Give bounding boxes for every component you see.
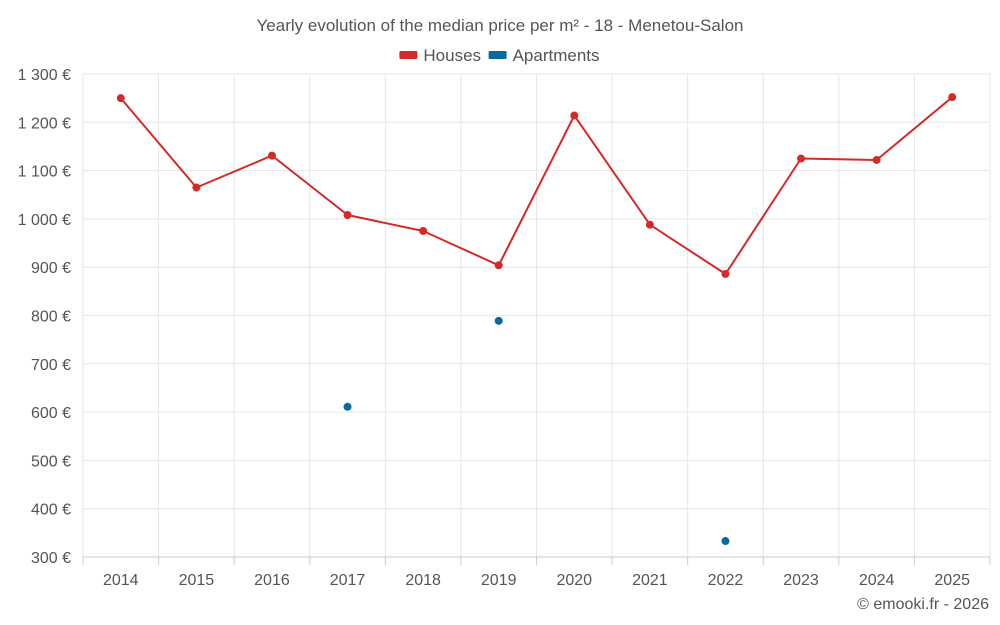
series-line-houses [120,96,953,275]
data-point-houses [116,94,125,103]
x-tick-label: 2023 [783,572,819,589]
data-point-apartments [721,537,730,546]
y-tick-label: 400 € [31,502,71,519]
y-tick-label: 500 € [31,453,71,470]
y-tick-label: 1 300 € [18,67,71,84]
x-tick-label: 2017 [330,572,366,589]
data-point-houses [721,269,730,278]
y-tick-label: 800 € [31,309,71,326]
grid [82,73,991,558]
x-tick-label: 2025 [934,572,970,589]
data-point-apartments [494,316,503,325]
data-point-houses [797,154,806,163]
legend-swatch [399,51,418,59]
legend-item-houses[interactable]: Houses [399,46,481,65]
y-tick-label: 900 € [31,260,71,277]
legend-label: Apartments [513,46,600,65]
data-point-houses [872,155,881,164]
data-point-houses [267,151,276,160]
x-tick-label: 2014 [103,572,139,589]
x-tick-label: 2016 [254,572,290,589]
x-tick-label: 2022 [708,572,744,589]
y-axis: 300 € 400 € 500 € 600 € 700 € 800 € 900 € 1 000… [18,67,71,567]
data-point-houses [192,183,201,192]
y-tick-label: 300 € [31,550,71,567]
legend-label: Houses [423,46,481,65]
y-tick-label: 700 € [31,357,71,374]
data-point-houses [948,93,957,102]
legend-item-apartments[interactable]: Apartments [488,46,600,65]
series-group [116,93,957,546]
data-point-houses [645,220,654,229]
data-point-houses [343,211,352,220]
legend: Houses Apartments [399,46,600,65]
data-point-apartments [343,402,352,411]
data-point-houses [494,261,503,270]
x-axis: 2014 2015 2016 2017 2018 2019 2020 2021 2022 2023… [82,556,991,589]
chart-title: Yearly evolution of the median price per… [257,16,744,35]
data-point-houses [419,226,428,235]
legend-swatch [488,51,507,59]
y-tick-label: 1 000 € [18,212,71,229]
credit-text: © emooki.fr - 2026 [857,596,989,613]
x-tick-label: 2021 [632,572,668,589]
y-tick-label: 600 € [31,405,71,422]
y-tick-label: 1 100 € [18,164,71,181]
y-tick-label: 1 200 € [18,115,71,132]
x-tick-label: 2018 [405,572,441,589]
x-tick-label: 2015 [179,572,215,589]
data-point-houses [570,111,579,120]
x-tick-label: 2020 [556,572,592,589]
x-tick-label: 2019 [481,572,517,589]
x-tick-label: 2024 [859,572,895,589]
